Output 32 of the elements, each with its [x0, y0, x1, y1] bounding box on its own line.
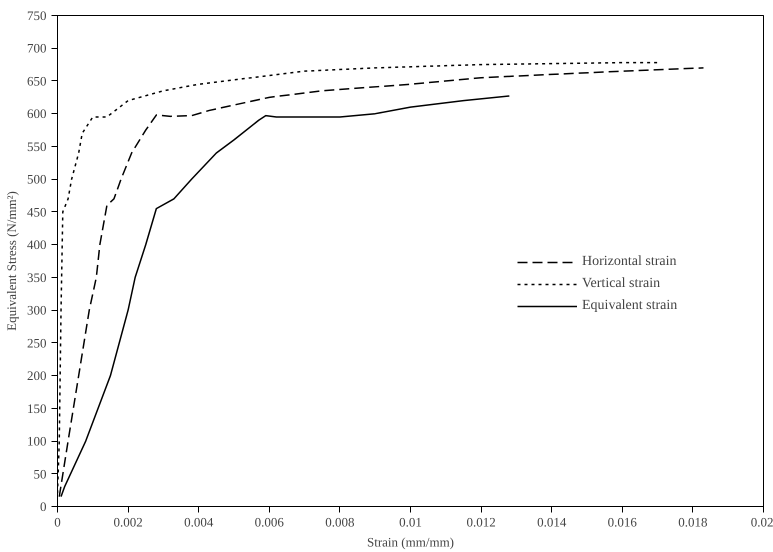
- y-tick-label: 300: [27, 302, 46, 318]
- x-tick-label: 0.016: [608, 514, 638, 530]
- x-axis-title: Strain (mm/mm): [366, 534, 454, 550]
- y-tick-label: 650: [27, 73, 46, 88]
- y-tick-label: 100: [27, 434, 46, 449]
- y-tick-label: 450: [27, 204, 46, 220]
- legend-label: Vertical strain: [582, 276, 660, 292]
- y-tick-label: 750: [27, 8, 46, 23]
- legend-label: Equivalent strain: [582, 298, 678, 314]
- x-tick-label: 0.018: [678, 514, 708, 530]
- y-axis-title: Equivalent Stress (N/mm²): [4, 191, 19, 331]
- x-tick-label: 0.004: [184, 514, 214, 530]
- x-tick-label: 0: [54, 514, 61, 530]
- y-tick-label: 250: [27, 335, 46, 350]
- x-tick-label: 0.008: [325, 514, 355, 530]
- y-tick-label: 0: [40, 499, 46, 514]
- x-tick-label: 0.02: [750, 514, 773, 530]
- y-tick-label: 400: [27, 237, 46, 252]
- x-tick-label: 0.012: [466, 514, 496, 530]
- x-tick-label: 0.006: [254, 514, 284, 530]
- y-tick-label: 150: [27, 400, 46, 416]
- y-tick-label: 600: [27, 106, 46, 122]
- x-tick-label: 0.01: [399, 514, 422, 530]
- y-tick-label: 700: [27, 40, 46, 56]
- y-tick-label: 200: [27, 368, 46, 384]
- x-tick-label: 0.002: [113, 514, 143, 530]
- y-tick-label: 350: [27, 270, 46, 285]
- y-tick-label: 550: [27, 138, 46, 154]
- y-tick-label: 50: [34, 466, 46, 482]
- legend-label: Horizontal strain: [582, 254, 676, 270]
- y-tick-label: 500: [27, 172, 46, 187]
- x-tick-label: 0.014: [537, 514, 567, 530]
